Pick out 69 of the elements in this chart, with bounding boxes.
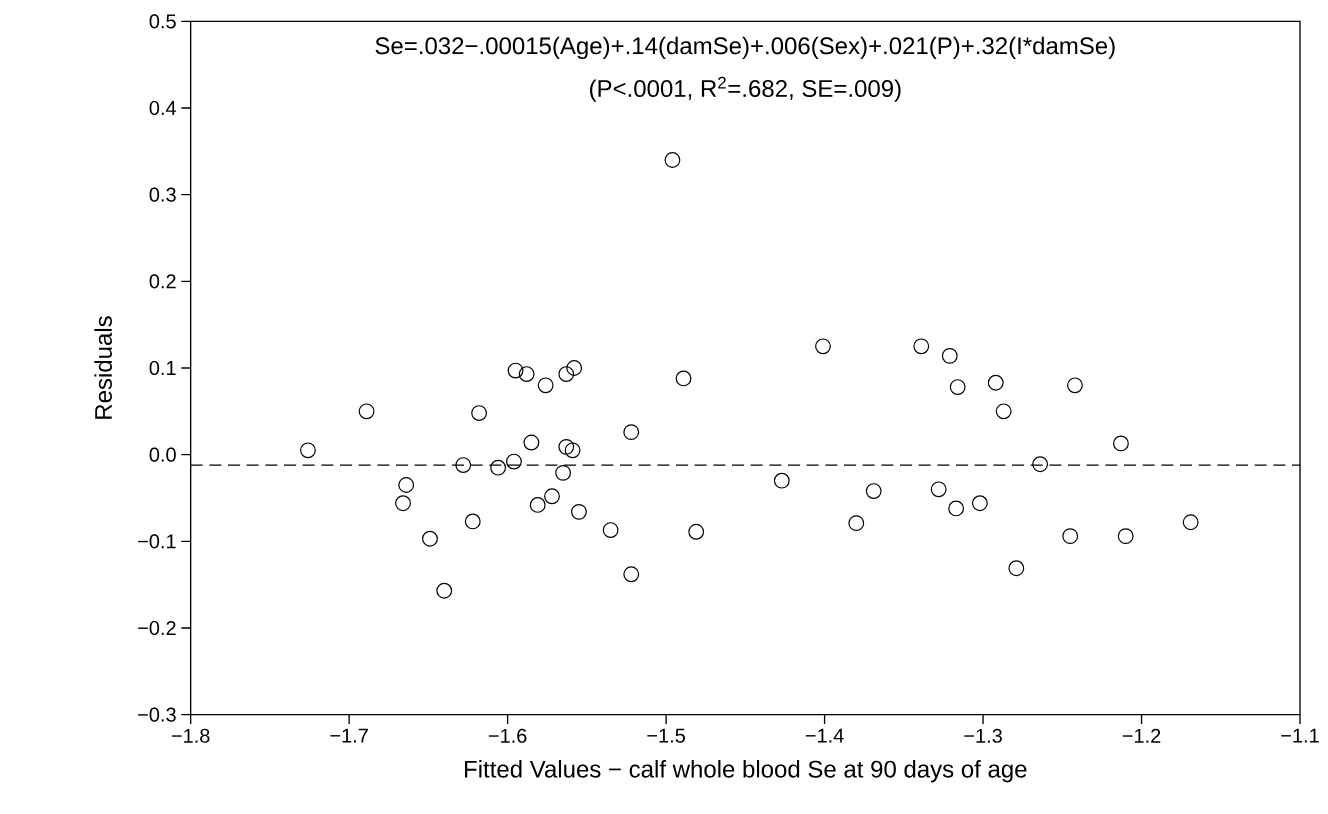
- point: [566, 360, 583, 376]
- point: [506, 453, 522, 470]
- point: [564, 442, 581, 459]
- x-tick-label: −1.2: [1122, 728, 1161, 743]
- point: [1008, 560, 1025, 577]
- point: [1113, 435, 1129, 452]
- y-tick-label: 0.0: [149, 447, 176, 462]
- point: [941, 347, 958, 364]
- point: [471, 405, 488, 421]
- point: [558, 366, 575, 382]
- point: [930, 481, 947, 498]
- point: [848, 515, 865, 532]
- point: [358, 403, 375, 420]
- point: [987, 374, 1004, 391]
- point: [773, 472, 790, 489]
- point: [971, 495, 988, 512]
- x-tick-label: −1.3: [964, 728, 1002, 743]
- x-tick-label: −1.8: [171, 728, 210, 743]
- point: [523, 434, 540, 451]
- point: [1062, 528, 1079, 545]
- y-tick-label: 0.5: [149, 14, 176, 29]
- point: [602, 522, 619, 538]
- point: [1032, 456, 1049, 473]
- point: [490, 459, 507, 476]
- point: [1117, 528, 1134, 545]
- x-tick-label: −1.1: [1281, 728, 1319, 743]
- point: [507, 362, 524, 379]
- point: [623, 424, 640, 441]
- point: [422, 530, 438, 547]
- point: [1182, 514, 1199, 531]
- x-tick-label: −1.7: [330, 728, 368, 743]
- point: [865, 483, 882, 499]
- point: [555, 464, 572, 481]
- y-tick-label: 0.3: [149, 187, 176, 202]
- x-axis-title: Fitted Values − calf whole blood Se at 90 days of age: [465, 760, 1027, 783]
- y-tick-label: −0.1: [138, 534, 176, 549]
- point: [436, 582, 453, 599]
- y-axis-title: Residuals: [94, 316, 112, 419]
- x-tick-label: −1.4: [805, 728, 844, 743]
- point: [815, 338, 831, 355]
- point: [464, 513, 481, 530]
- annotation: (P<.0001, R$^{2}$=.682, SE=.009): [590, 76, 901, 102]
- y-tick-label: 0.4: [149, 100, 177, 116]
- point: [623, 566, 640, 583]
- point: [558, 438, 575, 455]
- point: [300, 442, 316, 459]
- point: [1067, 377, 1083, 394]
- point: [913, 338, 930, 355]
- x-tick-label: −1.5: [647, 728, 686, 743]
- point: [664, 152, 681, 168]
- point: [518, 366, 535, 382]
- point: [675, 370, 692, 387]
- point: [529, 497, 546, 513]
- point: [398, 477, 415, 493]
- y-tick-label: 0.1: [149, 360, 176, 376]
- x-tick-label: −1.6: [488, 728, 527, 743]
- y-tick-label: −0.3: [138, 707, 176, 722]
- point: [537, 377, 554, 394]
- y-tick-label: 0.2: [149, 274, 176, 289]
- annotation: Se=.032−.00015(Age)+.14(damSe)+.006(Sex)+.021(P)+.32(I*damSe): [375, 36, 1115, 60]
- point: [688, 523, 705, 540]
- point: [949, 379, 966, 395]
- point: [544, 488, 560, 505]
- point: [571, 503, 587, 520]
- point: [995, 403, 1012, 420]
- point: [948, 500, 965, 517]
- point: [395, 495, 411, 512]
- y-tick-label: −0.2: [138, 620, 176, 636]
- point: [455, 457, 472, 473]
